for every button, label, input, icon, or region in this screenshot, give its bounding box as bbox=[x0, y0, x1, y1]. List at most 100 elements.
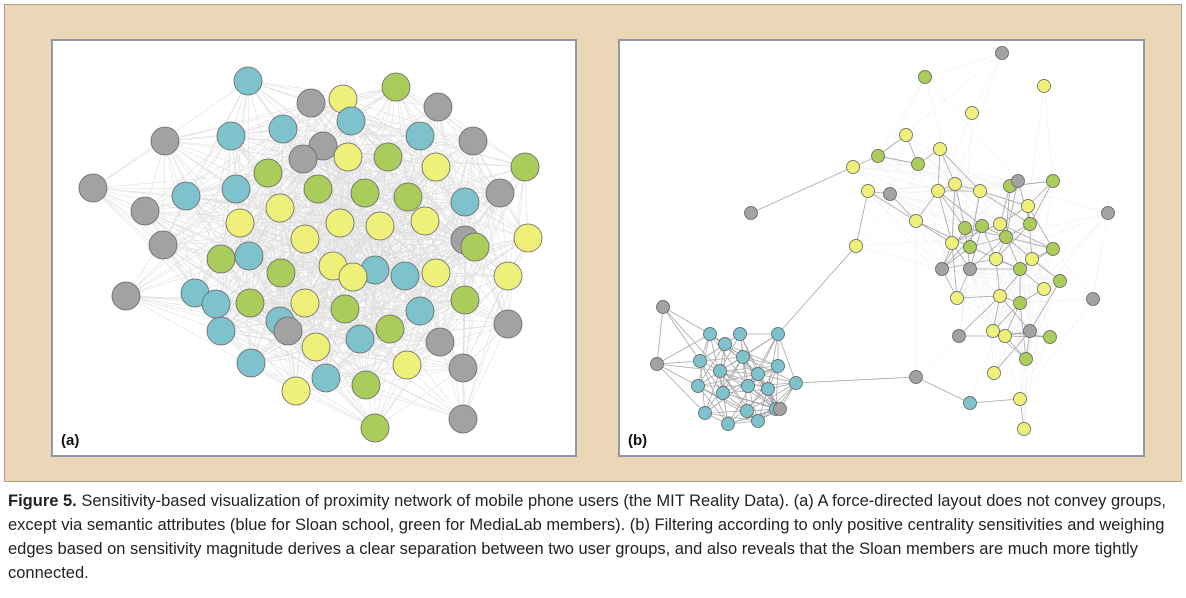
node-b bbox=[986, 324, 1000, 338]
node-a bbox=[425, 327, 455, 357]
node-a bbox=[458, 126, 488, 156]
node-b bbox=[1013, 392, 1027, 406]
node-a bbox=[290, 288, 320, 318]
network-graph-a bbox=[78, 66, 543, 443]
node-b bbox=[698, 406, 712, 420]
node-b bbox=[945, 236, 959, 250]
node-b bbox=[716, 386, 730, 400]
node-b bbox=[995, 46, 1009, 60]
node-a bbox=[225, 208, 255, 238]
node-b bbox=[1037, 282, 1051, 296]
node-b bbox=[933, 142, 947, 156]
node-b bbox=[1023, 217, 1037, 231]
node-b bbox=[909, 370, 923, 384]
node-b bbox=[741, 379, 755, 393]
node-a bbox=[130, 196, 160, 226]
node-a bbox=[450, 187, 480, 217]
node-b bbox=[1043, 330, 1057, 344]
node-a bbox=[325, 208, 355, 238]
node-b bbox=[1019, 352, 1033, 366]
node-b bbox=[1101, 206, 1115, 220]
node-b bbox=[751, 414, 765, 428]
node-b bbox=[1021, 199, 1035, 213]
node-b bbox=[1025, 252, 1039, 266]
node-b bbox=[1086, 292, 1100, 306]
node-b bbox=[918, 70, 932, 84]
node-b bbox=[950, 291, 964, 305]
node-b bbox=[1011, 174, 1025, 188]
node-b bbox=[1053, 274, 1067, 288]
node-b bbox=[1037, 79, 1051, 93]
node-a bbox=[450, 285, 480, 315]
node-a bbox=[150, 126, 180, 156]
node-b bbox=[963, 240, 977, 254]
node-b bbox=[931, 184, 945, 198]
node-a bbox=[493, 309, 523, 339]
node-a bbox=[345, 324, 375, 354]
node-b bbox=[987, 366, 1001, 380]
node-a bbox=[365, 211, 395, 241]
edges-b bbox=[656, 52, 1109, 430]
figure-number: Figure 5. bbox=[8, 492, 77, 510]
node-a bbox=[448, 404, 478, 434]
node-b bbox=[693, 354, 707, 368]
node-b bbox=[751, 367, 765, 381]
node-b bbox=[849, 239, 863, 253]
node-a bbox=[266, 258, 296, 288]
node-b bbox=[958, 221, 972, 235]
node-b bbox=[761, 382, 775, 396]
node-a bbox=[235, 288, 265, 318]
panel-b-filtered: (b) bbox=[618, 39, 1145, 457]
node-b bbox=[935, 262, 949, 276]
node-b bbox=[1046, 174, 1060, 188]
node-a bbox=[421, 258, 451, 288]
node-b bbox=[965, 106, 979, 120]
node-b bbox=[713, 364, 727, 378]
node-a bbox=[290, 224, 320, 254]
node-b bbox=[744, 206, 758, 220]
node-b bbox=[1013, 262, 1027, 276]
node-a bbox=[216, 121, 246, 151]
node-a bbox=[236, 348, 266, 378]
node-a bbox=[303, 174, 333, 204]
node-a bbox=[78, 173, 108, 203]
node-a bbox=[330, 294, 360, 324]
node-b bbox=[998, 329, 1012, 343]
node-a bbox=[336, 106, 366, 136]
node-a bbox=[301, 332, 331, 362]
node-a bbox=[253, 158, 283, 188]
node-a bbox=[234, 241, 264, 271]
network-graph-b bbox=[650, 46, 1115, 436]
node-b bbox=[846, 160, 860, 174]
node-b bbox=[963, 262, 977, 276]
node-a bbox=[392, 350, 422, 380]
node-a bbox=[206, 316, 236, 346]
node-a bbox=[148, 230, 178, 260]
node-a bbox=[405, 121, 435, 151]
node-b bbox=[771, 359, 785, 373]
node-b bbox=[963, 396, 977, 410]
node-a bbox=[171, 181, 201, 211]
node-a bbox=[373, 142, 403, 172]
node-a bbox=[410, 206, 440, 236]
node-b bbox=[911, 157, 925, 171]
node-b bbox=[771, 327, 785, 341]
node-b bbox=[1017, 422, 1031, 436]
node-a bbox=[510, 152, 540, 182]
node-b bbox=[989, 252, 1003, 266]
node-b bbox=[691, 379, 705, 393]
caption-text: Sensitivity-based visualization of proxi… bbox=[8, 492, 1166, 582]
node-b bbox=[861, 184, 875, 198]
node-a bbox=[221, 174, 251, 204]
node-a bbox=[393, 182, 423, 212]
node-a bbox=[311, 363, 341, 393]
node-b bbox=[773, 402, 787, 416]
node-a bbox=[281, 376, 311, 406]
node-b bbox=[733, 327, 747, 341]
node-b bbox=[740, 404, 754, 418]
node-b bbox=[952, 329, 966, 343]
figure-caption: Figure 5. Sensitivity-based visualizatio… bbox=[8, 489, 1178, 585]
node-a bbox=[296, 88, 326, 118]
node-a bbox=[360, 413, 390, 443]
node-a bbox=[390, 261, 420, 291]
